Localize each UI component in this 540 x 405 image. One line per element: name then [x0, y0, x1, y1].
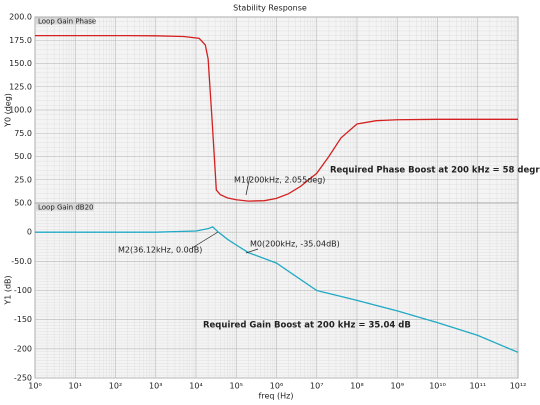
annotation: M1(200kHz, 2.055deg): [234, 176, 325, 185]
y-axis-title: Y1 (dB): [4, 275, 13, 305]
x-tick-label: 10¹⁰: [429, 382, 446, 391]
annotation: Required Gain Boost at 200 kHz = 35.04 d…: [203, 321, 411, 331]
annotation: M2(36.12kHz, 0.0dB): [118, 246, 202, 255]
y-tick-label: 100.0: [9, 106, 32, 115]
y-tick-label: 150.0: [9, 59, 32, 68]
x-tick-label: 10⁶: [270, 382, 283, 391]
y-tick-label: 175.0: [9, 36, 32, 45]
x-tick-label: 10¹: [69, 382, 82, 391]
chart-title: Stability Response: [233, 4, 307, 13]
annotation-arrow: [245, 248, 259, 254]
x-tick-label: 10⁹: [391, 382, 404, 391]
x-tick-label: 10⁸: [350, 382, 363, 391]
x-axis-title: freq (Hz): [259, 392, 294, 401]
legend-box: [36, 203, 94, 211]
annotation: M0(200kHz, -35.04dB): [250, 240, 340, 249]
x-tick-label: 10⁵: [230, 382, 243, 391]
y-tick-label: 25.0: [14, 175, 32, 184]
x-tick-label: 10²: [109, 382, 122, 391]
annotation-arrow: [245, 175, 251, 196]
y-tick-label: -200: [14, 344, 32, 353]
y-tick-label: 125.0: [9, 82, 32, 91]
y-tick-label: -250: [14, 374, 32, 383]
y-tick-label: -100: [14, 286, 32, 295]
y-tick-label: 0: [27, 228, 32, 237]
y-tick-label: 50.0: [14, 152, 32, 161]
x-tick-label: 10⁰: [28, 382, 41, 391]
x-tick-label: 10⁷: [310, 382, 323, 391]
legend-label: Loop Gain Phase: [38, 18, 96, 26]
annotation: Required Phase Boost at 200 kHz = 58 deg…: [330, 166, 540, 176]
y-tick-label: -50.0: [11, 257, 32, 266]
y-tick-label: 200.0: [9, 13, 32, 22]
x-tick-label: 10⁴: [189, 382, 202, 391]
annotation-arrow: [191, 231, 219, 249]
series-line: [35, 226, 519, 353]
y-tick-label: 50.0: [14, 199, 32, 208]
legend-box: [36, 17, 94, 25]
x-tick-label: 10¹¹: [469, 382, 486, 391]
y-axis-title: Y0 (deg): [4, 93, 13, 128]
y-tick-label: -150: [14, 315, 32, 324]
x-tick-label: 10¹²: [510, 382, 527, 391]
legend-label: Loop Gain dB20: [38, 204, 93, 212]
x-tick-label: 10³: [149, 382, 162, 391]
y-tick-label: 75.0: [14, 129, 32, 138]
series-line: [35, 34, 518, 202]
